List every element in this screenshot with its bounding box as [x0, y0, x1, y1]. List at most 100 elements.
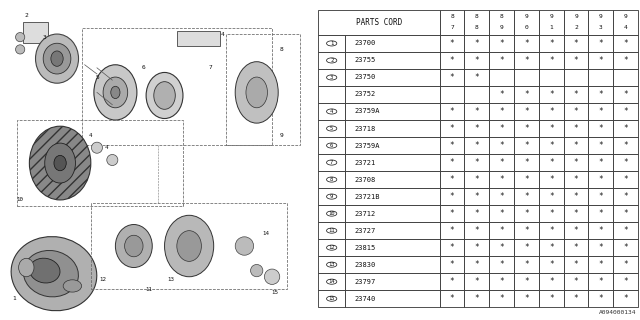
Text: 23815: 23815: [355, 244, 376, 251]
Text: 12: 12: [100, 277, 107, 282]
Text: *: *: [623, 226, 628, 235]
Text: 6: 6: [330, 143, 333, 148]
Text: *: *: [499, 277, 504, 286]
Text: *: *: [499, 294, 504, 303]
Text: 13: 13: [167, 277, 174, 282]
Circle shape: [15, 45, 25, 54]
Text: *: *: [475, 260, 479, 269]
Text: 9: 9: [330, 194, 333, 199]
Text: *: *: [549, 158, 554, 167]
Ellipse shape: [177, 231, 202, 261]
Text: 23718: 23718: [355, 125, 376, 132]
Text: *: *: [574, 158, 579, 167]
Bar: [91, 203, 287, 289]
Ellipse shape: [36, 34, 79, 83]
Text: 2: 2: [574, 25, 578, 30]
Text: *: *: [524, 39, 529, 48]
Text: *: *: [524, 209, 529, 218]
Text: *: *: [475, 158, 479, 167]
Text: *: *: [598, 226, 603, 235]
Text: *: *: [623, 39, 628, 48]
Text: *: *: [450, 107, 454, 116]
Text: *: *: [499, 260, 504, 269]
Text: 3: 3: [330, 75, 333, 80]
Text: *: *: [450, 294, 454, 303]
Text: 5: 5: [330, 126, 333, 131]
Text: *: *: [623, 260, 628, 269]
Text: 7: 7: [450, 25, 454, 30]
Text: *: *: [598, 192, 603, 201]
Text: *: *: [574, 124, 579, 133]
Text: *: *: [549, 226, 554, 235]
Text: 1: 1: [330, 41, 333, 46]
Text: *: *: [549, 243, 554, 252]
Text: 9: 9: [624, 14, 628, 19]
Bar: [23, 22, 48, 43]
Text: *: *: [623, 209, 628, 218]
Text: 9: 9: [574, 14, 578, 19]
Text: *: *: [475, 294, 479, 303]
Text: *: *: [450, 226, 454, 235]
Text: *: *: [524, 192, 529, 201]
Ellipse shape: [125, 235, 143, 257]
Text: *: *: [623, 192, 628, 201]
Text: *: *: [450, 141, 454, 150]
Text: *: *: [623, 124, 628, 133]
Text: 23712: 23712: [355, 211, 376, 217]
Text: *: *: [499, 141, 504, 150]
Text: *: *: [475, 141, 479, 150]
Text: *: *: [499, 107, 504, 116]
Text: *: *: [524, 294, 529, 303]
Text: *: *: [499, 124, 504, 133]
Text: *: *: [549, 141, 554, 150]
Text: 4: 4: [330, 109, 333, 114]
Text: *: *: [475, 107, 479, 116]
Text: 4: 4: [89, 133, 93, 138]
Ellipse shape: [111, 86, 120, 99]
Text: *: *: [475, 39, 479, 48]
Text: *: *: [574, 294, 579, 303]
Text: *: *: [450, 73, 454, 82]
Text: *: *: [598, 141, 603, 150]
Text: *: *: [524, 124, 529, 133]
Ellipse shape: [154, 82, 175, 109]
Ellipse shape: [103, 77, 128, 108]
Text: *: *: [623, 56, 628, 65]
Text: *: *: [574, 277, 579, 286]
Ellipse shape: [11, 236, 97, 311]
Text: 9: 9: [500, 25, 504, 30]
Text: *: *: [475, 277, 479, 286]
Text: *: *: [623, 158, 628, 167]
Text: 3: 3: [599, 25, 603, 30]
Text: 23700: 23700: [355, 40, 376, 46]
Ellipse shape: [29, 126, 91, 200]
Text: *: *: [450, 124, 454, 133]
Text: *: *: [549, 56, 554, 65]
Text: 10: 10: [328, 211, 335, 216]
Circle shape: [264, 269, 280, 284]
Text: *: *: [549, 124, 554, 133]
Text: *: *: [598, 260, 603, 269]
Text: 23721B: 23721B: [355, 194, 380, 200]
Text: *: *: [524, 56, 529, 65]
Text: *: *: [598, 243, 603, 252]
Ellipse shape: [246, 77, 268, 108]
Text: *: *: [475, 226, 479, 235]
Ellipse shape: [44, 43, 71, 74]
Circle shape: [92, 142, 102, 153]
Text: *: *: [450, 209, 454, 218]
Text: 10: 10: [17, 197, 24, 203]
Text: 3: 3: [43, 35, 47, 40]
Text: *: *: [574, 260, 579, 269]
Text: *: *: [499, 90, 504, 99]
Text: *: *: [499, 158, 504, 167]
Text: 23708: 23708: [355, 177, 376, 182]
Text: *: *: [549, 90, 554, 99]
Text: 15: 15: [271, 290, 278, 295]
Ellipse shape: [54, 156, 67, 171]
Text: 9: 9: [599, 14, 603, 19]
Text: *: *: [524, 226, 529, 235]
Text: *: *: [623, 90, 628, 99]
Ellipse shape: [94, 65, 137, 120]
Text: 23759A: 23759A: [355, 142, 380, 148]
